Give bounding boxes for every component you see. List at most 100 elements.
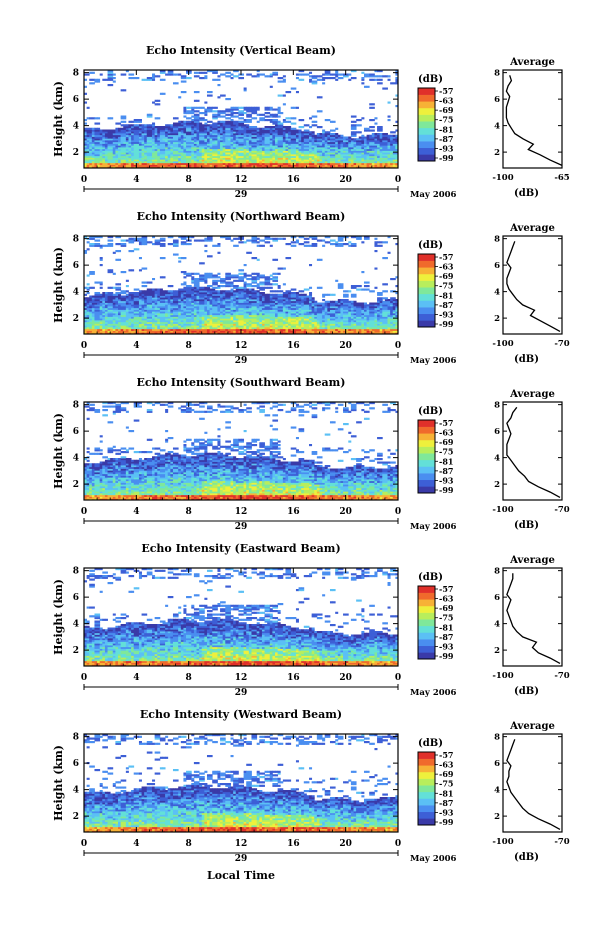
heatmap-cell (215, 114, 218, 116)
colorbar-segment (418, 108, 435, 115)
heatmap-cell (108, 243, 111, 245)
heatmap-cell (163, 243, 166, 245)
heatmap-cell (267, 112, 270, 114)
heatmap-cell (108, 287, 111, 289)
heatmap-cell (312, 124, 315, 126)
heatmap-cell (293, 117, 296, 119)
heatmap-cell (333, 133, 336, 135)
heatmap-cell (186, 77, 189, 79)
heatmap-cell (369, 135, 372, 137)
heatmap-cell (160, 126, 163, 128)
heatmap-cell (115, 283, 118, 285)
heatmap-cell (147, 241, 150, 243)
heatmap-cell (92, 296, 95, 298)
heatmap-cell (131, 292, 134, 294)
heatmap-cell (183, 241, 186, 243)
heatmap-cell (87, 74, 90, 76)
heatmap-cell (225, 75, 228, 77)
heatmap-cell (131, 121, 134, 123)
heatmap-cell (94, 123, 97, 125)
heatmap-cell (173, 82, 176, 84)
heatmap-cell (113, 294, 116, 296)
heatmap-cell (123, 121, 126, 123)
heatmap-cell (183, 276, 186, 278)
heatmap-cell (186, 121, 189, 123)
heatmap-cell (113, 252, 116, 254)
heatmap-cell (388, 79, 391, 81)
heatmap-cell (189, 117, 192, 119)
heatmap-cell (97, 117, 100, 119)
heatmap-cell (212, 114, 215, 116)
colorbar-tick-label: -99 (439, 153, 454, 163)
heatmap-cell (178, 261, 181, 263)
heatmap-cell (113, 287, 116, 289)
heatmap-cell (178, 121, 181, 123)
heatmap-cell (359, 119, 362, 121)
heatmap-cell (176, 82, 179, 84)
heatmap-cell (275, 109, 278, 111)
heatmap-cell (270, 107, 273, 109)
heatmap-cell (142, 79, 145, 81)
heatmap-cell (97, 128, 100, 130)
heatmap-cell (92, 82, 95, 84)
heatmap-cell (139, 257, 142, 259)
heatmap-cell (312, 121, 315, 123)
heatmap-cell (204, 75, 207, 77)
heatmap-cell (136, 77, 139, 79)
heatmap-cell (267, 116, 270, 118)
heatmap-cell (134, 292, 137, 294)
heatmap-cell (259, 117, 262, 119)
x-tick-label: 16 (287, 175, 300, 185)
heatmap-cell (176, 254, 179, 256)
heatmap-cell (142, 285, 145, 287)
heatmap-cell (314, 124, 317, 126)
heatmap-cell (257, 107, 260, 109)
heatmap-cell (257, 74, 260, 76)
heatmap-cell (199, 107, 202, 109)
heatmap-cell (97, 243, 100, 245)
heatmap-cell (210, 95, 213, 97)
heatmap-cell (115, 287, 118, 289)
heatmap-cell (144, 285, 147, 287)
heatmap-cell (233, 75, 236, 77)
heatmap-cell (330, 121, 333, 123)
heatmap-cell (314, 116, 317, 118)
heatmap-cell (320, 133, 323, 135)
heatmap-cell (191, 119, 194, 121)
heatmap-cell (340, 74, 343, 76)
heatmap-cell (92, 287, 95, 289)
heatmap-cell (351, 124, 354, 126)
heatmap-cell (199, 240, 202, 242)
colorbar-unit: (dB) (418, 74, 443, 85)
heatmap-cell (325, 119, 328, 121)
heatmap-cell (257, 128, 260, 130)
heatmap-cell (296, 91, 299, 93)
heatmap-cell (191, 287, 194, 289)
heatmap-cell (186, 107, 189, 109)
heatmap-cell (288, 126, 291, 128)
heatmap-cell (92, 243, 95, 245)
heatmap-cell (225, 109, 228, 111)
heatmap-cell (152, 289, 155, 291)
heatmap-cell (272, 72, 275, 74)
heatmap-cell (94, 117, 97, 119)
heatmap-cell (299, 79, 302, 81)
heatmap-cell (134, 289, 137, 291)
heatmap-cell (115, 292, 118, 294)
heatmap-cell (202, 262, 205, 264)
heatmap-cell (183, 271, 186, 273)
heatmap-cell (87, 297, 90, 299)
heatmap-cell (199, 112, 202, 114)
heatmap-cell (108, 84, 111, 86)
heatmap-cell (191, 107, 194, 109)
heatmap-cell (89, 243, 92, 245)
heatmap-cell (110, 240, 113, 242)
heatmap-cell (202, 72, 205, 74)
heatmap-cell (364, 86, 367, 88)
heatmap-cell (322, 77, 325, 79)
heatmap-cell (181, 241, 184, 243)
heatmap-cell (136, 124, 139, 126)
heatmap-cell (380, 75, 383, 77)
heatmap-cell (100, 282, 103, 284)
